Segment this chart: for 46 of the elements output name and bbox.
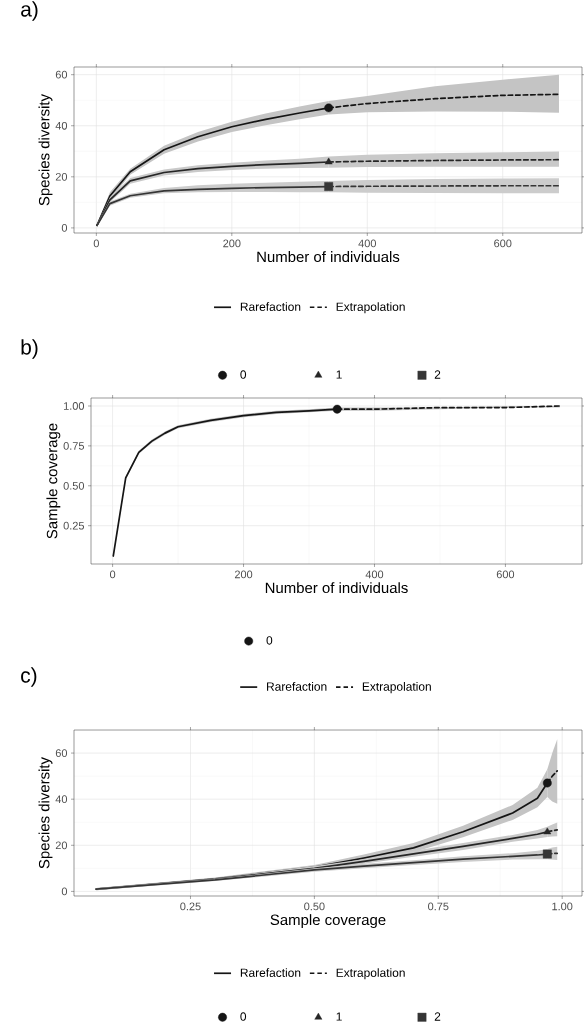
y-axis-title: Sample coverage [46, 423, 61, 539]
x-tick-label: 0 [109, 570, 116, 579]
y-tick-label: 60 [55, 749, 68, 757]
x-tick-label: 400 [365, 570, 384, 579]
x-axis-title: Number of individuals [257, 251, 400, 263]
x-tick-label: 600 [494, 239, 512, 248]
chart-title: c) [21, 667, 37, 687]
y-tick-label: 0 [61, 224, 68, 232]
x-tick-label: 0 [93, 239, 99, 248]
legend-label: Rarefaction [267, 682, 327, 691]
y-tick-label: 20 [55, 841, 68, 850]
y-tick-label: 0.75 [63, 442, 85, 450]
legend-label: 0 [266, 636, 273, 645]
legend-label: Rarefaction [240, 968, 301, 977]
x-tick-label: 0.50 [304, 902, 325, 911]
y-tick-label: 60 [55, 70, 68, 79]
legend-label: Rarefaction [240, 302, 301, 311]
y-tick-label: 0 [61, 887, 68, 896]
x-tick-label: 400 [358, 239, 376, 248]
x-tick-label: 600 [496, 570, 515, 579]
x-tick-label: 200 [223, 239, 241, 248]
y-tick-label: 1.00 [63, 402, 85, 410]
y-tick-label: 40 [55, 121, 68, 130]
y-tick-label: 0.25 [63, 521, 85, 530]
legend-label: Extrapolation [336, 302, 405, 314]
y-tick-label: 0.50 [63, 481, 85, 490]
x-axis-title: Sample coverage [270, 914, 386, 929]
chart-title: a) [21, 1, 38, 21]
legend-label: 1 [336, 370, 342, 379]
legend-label: 0 [240, 1012, 247, 1021]
legend-label: Extrapolation [336, 968, 405, 980]
legend-label: 2 [434, 370, 441, 379]
y-axis-title: Species diversity [38, 757, 53, 869]
legend-label: Extrapolation [362, 682, 431, 694]
x-tick-label: 1.00 [552, 902, 573, 911]
x-axis-title: Number of individuals [265, 582, 408, 594]
chart-title: b) [21, 339, 38, 359]
legend-label: 1 [336, 1012, 342, 1021]
legend-label: 0 [240, 370, 247, 379]
y-axis-title: Species diversity [38, 94, 53, 206]
x-tick-label: 200 [234, 570, 253, 579]
y-tick-label: 20 [55, 172, 68, 181]
y-tick-label: 40 [55, 795, 68, 804]
x-tick-label: 0.25 [180, 902, 201, 911]
x-tick-label: 0.75 [428, 902, 449, 911]
legend-label: 2 [434, 1012, 441, 1021]
